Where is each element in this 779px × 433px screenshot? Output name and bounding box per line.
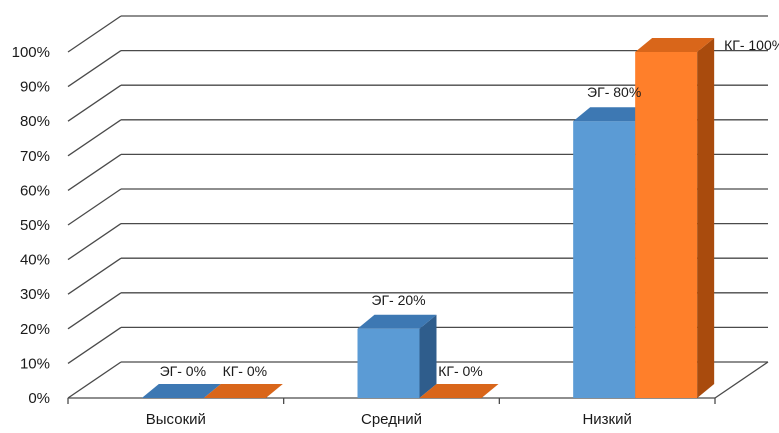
data-label: КГ- 0% (438, 363, 483, 379)
gridline-side (67, 361, 122, 399)
bar-кг-2-top (635, 38, 715, 52)
bars-layer (141, 38, 715, 398)
y-tick-label: 20% (20, 321, 50, 338)
gridline-side (67, 188, 122, 226)
bar-кг-2-front (635, 52, 698, 398)
gridline-side (67, 15, 122, 53)
bar-эг-1-top (357, 314, 437, 329)
bar-кг-0-top (203, 384, 283, 398)
bar-эг-2-front (573, 121, 636, 398)
data-label: ЭГ- 80% (587, 84, 641, 100)
data-label: КГ- 0% (223, 363, 268, 379)
bar-кг-2-side (697, 38, 715, 398)
bar-эг-2-top (573, 107, 653, 122)
y-tick-labels: 0% 10% 20% 30% 40% 50% 60% 70% 80% 90% 100% (12, 44, 50, 407)
bar-кг-1-top (419, 384, 499, 398)
data-label: ЭГ- 20% (371, 292, 425, 308)
y-tick-label: 30% (20, 286, 50, 303)
gridline-side (67, 257, 122, 295)
y-tick-label: 60% (20, 182, 50, 199)
gridline-side (67, 84, 122, 122)
gridline-side (67, 223, 122, 261)
y-tick-label: 80% (20, 113, 50, 130)
floor-right-edge (714, 361, 769, 399)
data-label: КГ- 100% (724, 37, 779, 53)
data-label: ЭГ- 0% (160, 363, 206, 379)
category-label: Высокий (146, 411, 206, 428)
category-label: Низкий (582, 411, 631, 428)
y-tick-label: 0% (28, 390, 50, 407)
category-label: Средний (361, 411, 422, 428)
y-tick-label: 10% (20, 355, 50, 372)
bar-эг-1-side (419, 314, 437, 398)
gridline-side (67, 50, 122, 88)
y-tick-label: 40% (20, 252, 50, 269)
y-tick-label: 90% (20, 79, 50, 96)
bar-эг-1-front (357, 328, 420, 398)
y-tick-label: 70% (20, 148, 50, 165)
gridline-side (67, 326, 122, 364)
category-labels: Высокий Средний Низкий (146, 411, 632, 428)
y-tick-label: 100% (12, 44, 50, 61)
gridline-side (67, 292, 122, 330)
gridline-side (67, 153, 122, 191)
y-tick-label: 50% (20, 217, 50, 234)
data-labels: ЭГ- 0% КГ- 0% ЭГ- 20% КГ- 0% ЭГ- 80% КГ- 100% (160, 37, 779, 379)
gridline-side (67, 119, 122, 157)
bar-эг-0-top (141, 384, 221, 398)
